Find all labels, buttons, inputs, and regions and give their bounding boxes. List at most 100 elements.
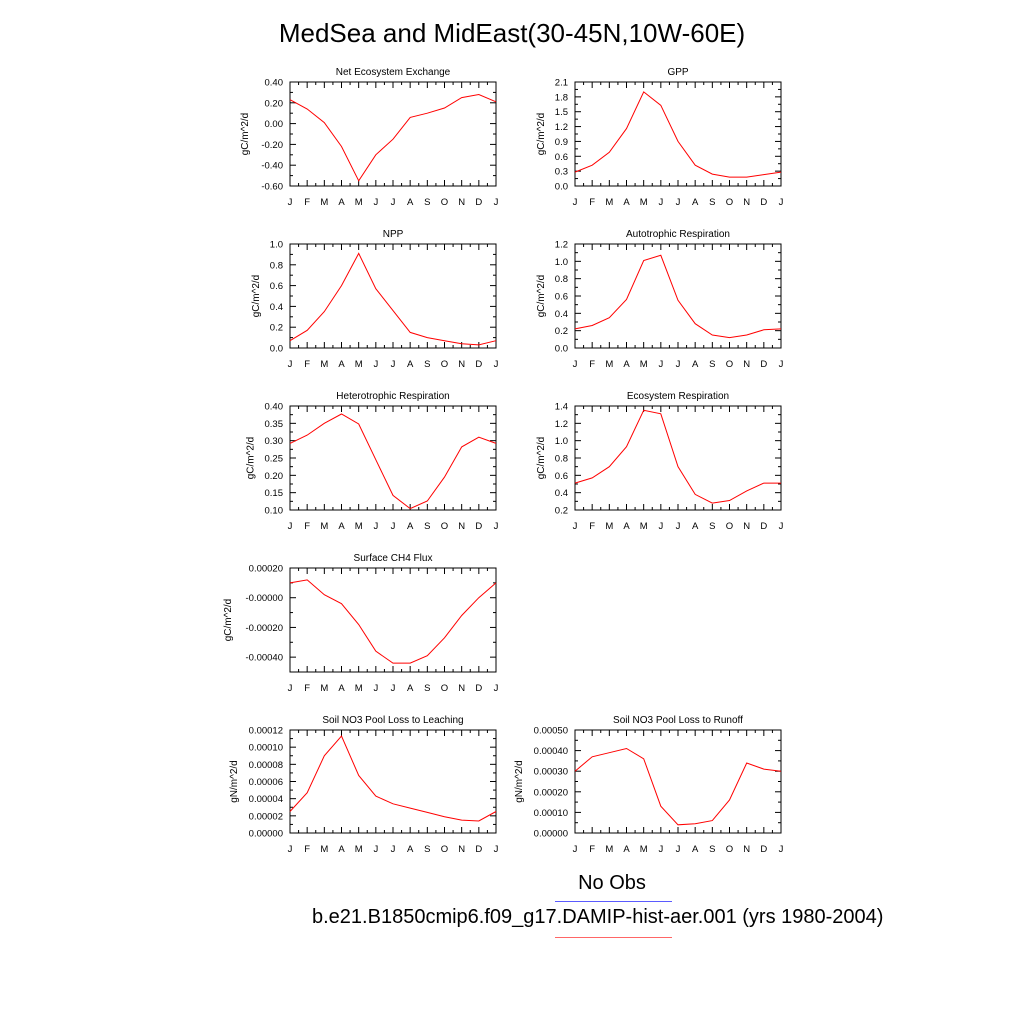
- x-tick-label: D: [475, 521, 482, 532]
- series-line: [289, 93, 497, 182]
- x-tick-label: M: [605, 197, 613, 208]
- x-tick-label: J: [658, 197, 663, 208]
- x-tick-label: S: [709, 197, 715, 208]
- x-tick-label: D: [475, 359, 482, 370]
- x-tick-label: A: [623, 844, 630, 855]
- y-axis-label: gC/m^2/d: [223, 599, 234, 642]
- x-tick-label: J: [373, 521, 378, 532]
- y-tick-label: 0.3: [555, 167, 568, 178]
- y-tick-label: 0.00020: [534, 787, 568, 798]
- plot-frame: [574, 243, 782, 349]
- chart-title: Soil NO3 Pool Loss to Runoff: [613, 715, 743, 726]
- y-tick-label: -0.20: [261, 140, 283, 151]
- x-tick-label: O: [441, 197, 448, 208]
- x-tick-label: A: [692, 521, 699, 532]
- x-tick-label: D: [760, 844, 767, 855]
- x-tick-label: O: [726, 359, 733, 370]
- x-tick-label: O: [441, 844, 448, 855]
- y-tick-label: 0.00010: [534, 808, 568, 819]
- x-tick-label: M: [320, 521, 328, 532]
- y-tick-label: 1.2: [555, 240, 568, 251]
- y-tick-label: 0.4: [555, 309, 568, 320]
- x-tick-label: D: [475, 197, 482, 208]
- x-tick-label: F: [589, 521, 595, 532]
- y-tick-label: 1.2: [555, 419, 568, 430]
- x-tick-label: O: [441, 521, 448, 532]
- y-tick-label: -0.00000: [245, 593, 283, 604]
- y-tick-label: 0.00040: [534, 746, 568, 757]
- y-tick-label: 0.00010: [249, 743, 283, 754]
- x-tick-label: J: [494, 683, 499, 694]
- x-tick-label: J: [373, 683, 378, 694]
- x-tick-label: M: [640, 521, 648, 532]
- chart-title: NPP: [383, 229, 404, 240]
- y-tick-label: 0.6: [270, 281, 283, 292]
- chart-title: Autotrophic Respiration: [626, 229, 730, 240]
- x-tick-label: J: [676, 359, 681, 370]
- x-tick-label: J: [494, 197, 499, 208]
- y-tick-label: 0.9: [555, 137, 568, 148]
- x-tick-label: M: [355, 683, 363, 694]
- x-tick-label: J: [373, 197, 378, 208]
- x-tick-label: J: [288, 844, 293, 855]
- x-tick-label: J: [779, 197, 784, 208]
- x-tick-label: M: [355, 359, 363, 370]
- x-tick-label: J: [573, 521, 578, 532]
- y-tick-label: 0.00020: [249, 564, 283, 575]
- x-tick-label: N: [743, 844, 750, 855]
- legend-obs-label: No Obs: [578, 872, 646, 894]
- y-tick-label: 0.8: [270, 260, 283, 271]
- y-axis-label: gC/m^2/d: [536, 437, 547, 480]
- x-tick-label: A: [338, 683, 345, 694]
- x-tick-label: N: [458, 359, 465, 370]
- x-tick-label: J: [391, 197, 396, 208]
- y-tick-label: 0.00006: [249, 777, 283, 788]
- y-tick-label: 0.6: [555, 152, 568, 163]
- x-tick-label: F: [304, 683, 310, 694]
- x-tick-label: M: [605, 359, 613, 370]
- x-tick-label: O: [726, 521, 733, 532]
- x-tick-label: M: [640, 197, 648, 208]
- chart-title: Soil NO3 Pool Loss to Leaching: [322, 715, 463, 726]
- x-tick-label: J: [676, 521, 681, 532]
- chart-title: Net Ecosystem Exchange: [336, 67, 451, 78]
- x-tick-label: J: [573, 197, 578, 208]
- y-tick-label: 0.00004: [249, 794, 283, 805]
- x-tick-label: M: [355, 844, 363, 855]
- x-tick-label: M: [320, 844, 328, 855]
- y-tick-label: 1.2: [555, 122, 568, 133]
- x-tick-label: A: [692, 844, 699, 855]
- x-tick-label: S: [709, 844, 715, 855]
- x-tick-label: A: [623, 197, 630, 208]
- x-tick-label: A: [623, 521, 630, 532]
- x-tick-label: S: [709, 359, 715, 370]
- x-tick-label: D: [475, 683, 482, 694]
- y-tick-label: 0.35: [265, 419, 284, 430]
- x-tick-label: N: [458, 521, 465, 532]
- y-tick-label: 0.2: [270, 323, 283, 334]
- x-tick-label: J: [288, 521, 293, 532]
- x-tick-label: A: [338, 521, 345, 532]
- series-line: [574, 91, 782, 178]
- x-tick-label: M: [320, 359, 328, 370]
- y-tick-label: 0.00002: [249, 811, 283, 822]
- x-tick-label: N: [743, 521, 750, 532]
- x-tick-label: F: [589, 197, 595, 208]
- y-tick-label: 0.00012: [249, 726, 283, 737]
- y-tick-label: 0.6: [555, 471, 568, 482]
- x-tick-label: J: [288, 683, 293, 694]
- plot-frame: [289, 243, 497, 349]
- y-tick-label: 0.8: [555, 454, 568, 465]
- x-tick-label: J: [779, 521, 784, 532]
- x-tick-label: S: [424, 521, 430, 532]
- x-tick-label: J: [779, 844, 784, 855]
- x-tick-label: J: [373, 844, 378, 855]
- y-tick-label: 0.00050: [534, 726, 568, 737]
- x-tick-label: A: [407, 844, 414, 855]
